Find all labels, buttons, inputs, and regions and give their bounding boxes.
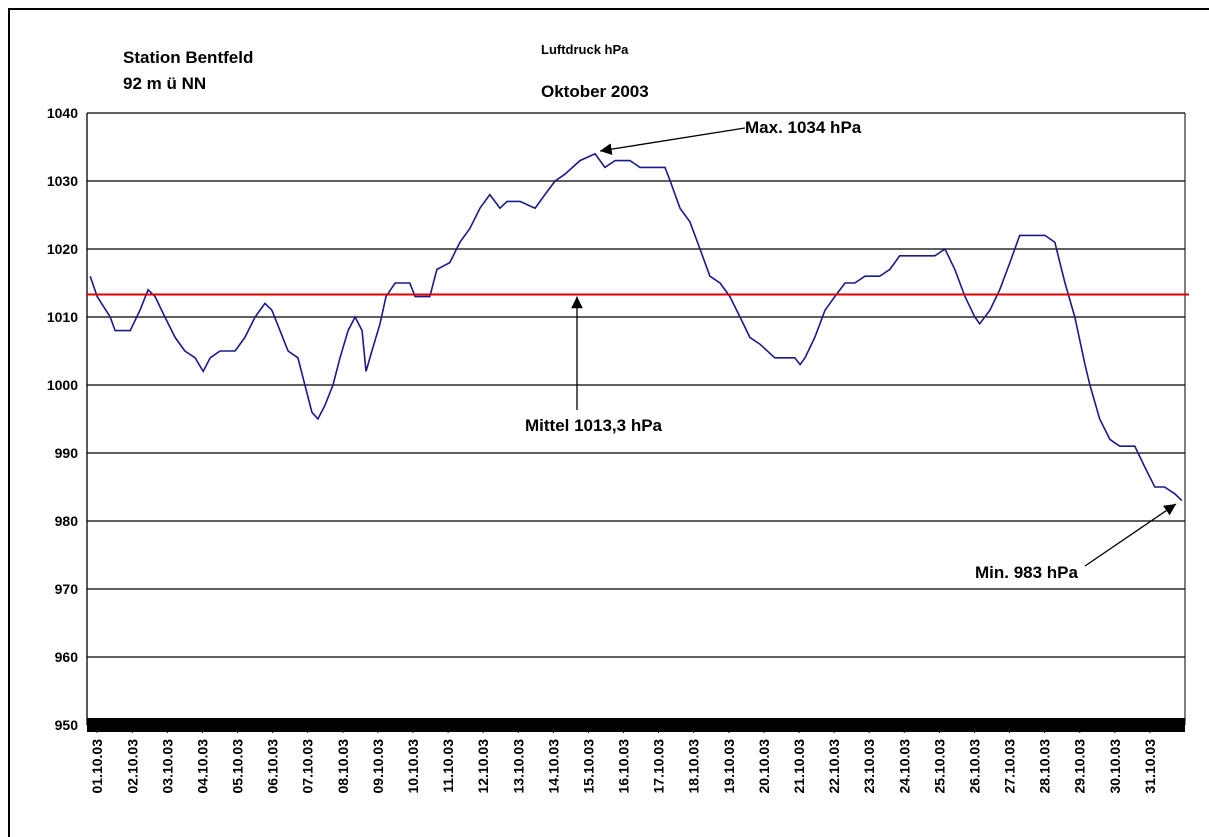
y-tick-label: 980 xyxy=(55,513,79,529)
x-tick-label: 13.10.03 xyxy=(510,739,526,794)
elevation: 92 m ü NN xyxy=(123,74,206,93)
annotation-min: Min. 983 hPa xyxy=(975,563,1079,582)
y-tick-label: 990 xyxy=(55,445,79,461)
x-tick-label: 08.10.03 xyxy=(335,739,351,794)
y-tick-label: 1020 xyxy=(47,241,78,257)
y-tick-label: 1040 xyxy=(47,105,78,121)
x-tick-label: 05.10.03 xyxy=(230,739,246,794)
arrow xyxy=(599,127,746,155)
x-tick-label: 16.10.03 xyxy=(616,739,632,794)
x-tick-label: 23.10.03 xyxy=(861,739,877,794)
x-tick-label: 19.10.03 xyxy=(721,739,737,794)
x-tick-label: 21.10.03 xyxy=(791,739,807,794)
x-tick-label: 01.10.03 xyxy=(89,739,105,794)
y-tick-label: 950 xyxy=(55,717,79,733)
x-tick-label: 22.10.03 xyxy=(826,739,842,794)
x-tick-label: 30.10.03 xyxy=(1107,739,1123,794)
y-tick-label: 1010 xyxy=(47,309,78,325)
x-tick-label: 25.10.03 xyxy=(931,739,947,794)
x-tick-label: 06.10.03 xyxy=(265,739,281,794)
x-tick-label: 07.10.03 xyxy=(300,739,316,794)
x-tick-label: 20.10.03 xyxy=(756,739,772,794)
x-tick-label: 10.10.03 xyxy=(405,739,421,794)
y-tick-label: 1000 xyxy=(47,377,78,393)
x-tick-label: 02.10.03 xyxy=(124,739,140,794)
station: Station Bentfeld xyxy=(123,48,253,67)
x-tick-label: 31.10.03 xyxy=(1142,739,1158,794)
x-tick-label: 11.10.03 xyxy=(440,739,456,793)
arrow xyxy=(1084,503,1177,567)
x-tick-label: 29.10.03 xyxy=(1072,739,1088,794)
x-tick-label: 14.10.03 xyxy=(545,739,561,794)
x-axis-ticks xyxy=(87,718,1185,732)
y-tick-label: 970 xyxy=(55,581,79,597)
x-tick-label: 17.10.03 xyxy=(651,739,667,794)
x-tick-label: 27.10.03 xyxy=(1002,739,1018,794)
line-series xyxy=(89,152,1183,502)
x-tick-label: 12.10.03 xyxy=(475,739,491,794)
chart-title: Luftdruck hPa xyxy=(541,42,629,57)
x-tick-label: 18.10.03 xyxy=(686,739,702,794)
annotation-max: Max. 1034 hPa xyxy=(745,118,862,137)
x-tick-label: 26.10.03 xyxy=(966,739,982,794)
chart-subtitle: Oktober 2003 xyxy=(541,82,649,101)
x-tick-label: 24.10.03 xyxy=(896,739,912,794)
x-tick-label: 15.10.03 xyxy=(580,739,596,794)
x-tick-label: 09.10.03 xyxy=(370,739,386,794)
annotation-mean: Mittel 1013,3 hPa xyxy=(525,416,663,435)
x-tick-label: 28.10.03 xyxy=(1037,739,1053,794)
x-tick-label: 03.10.03 xyxy=(159,739,175,794)
y-tick-label: 960 xyxy=(55,649,79,665)
y-tick-label: 1030 xyxy=(47,173,78,189)
x-tick-label: 04.10.03 xyxy=(194,739,210,794)
